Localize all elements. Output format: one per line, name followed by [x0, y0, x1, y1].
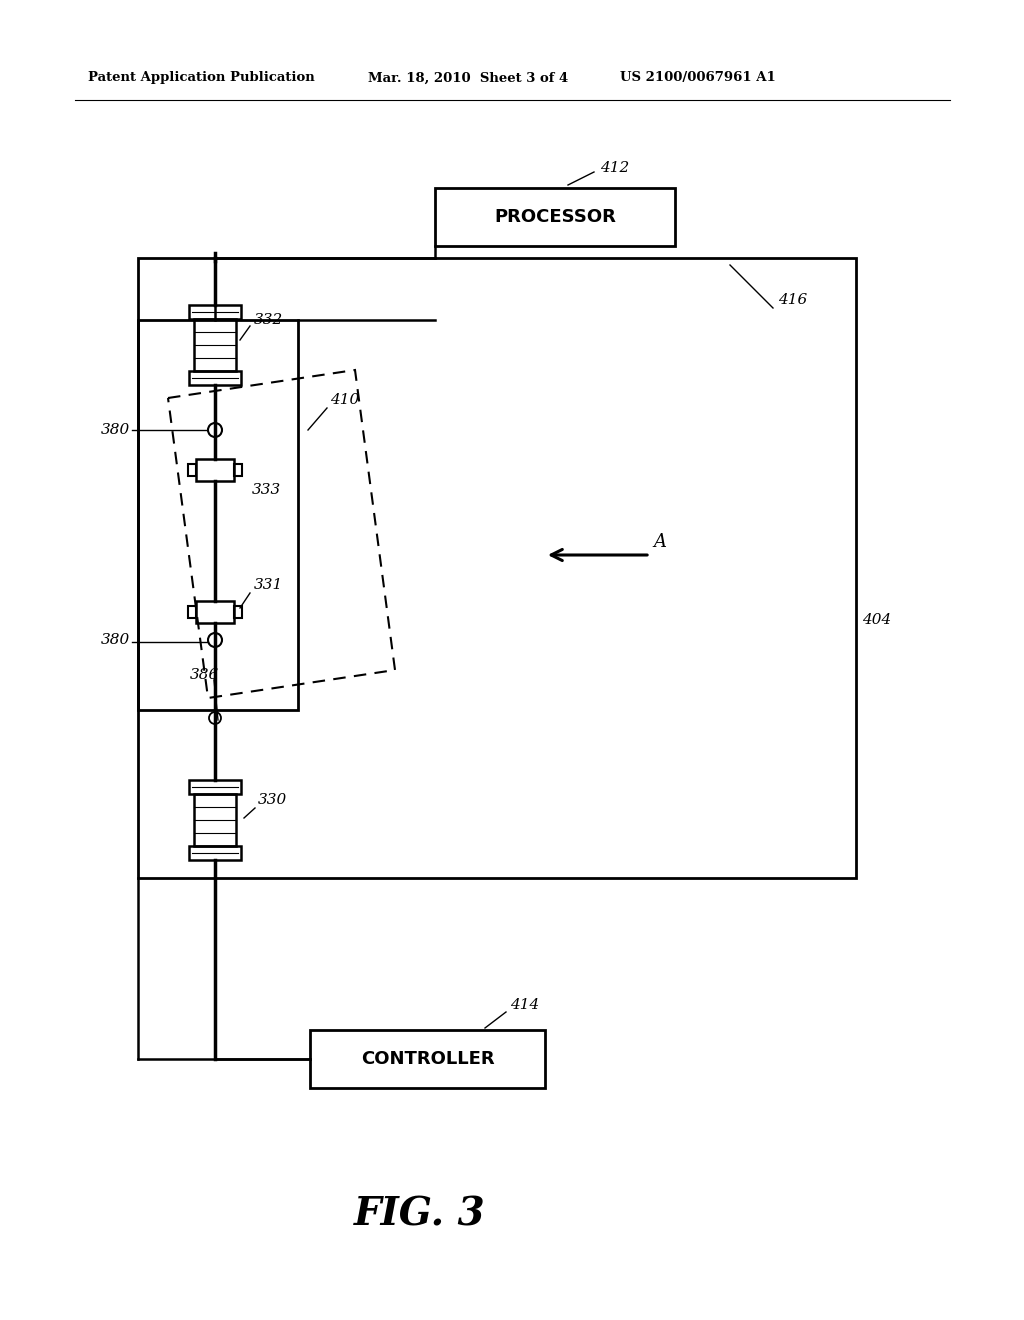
Bar — [189, 371, 241, 385]
Bar — [196, 601, 234, 623]
Bar — [189, 305, 241, 319]
Bar — [435, 187, 675, 246]
Text: A: A — [653, 533, 666, 550]
Bar — [138, 257, 856, 878]
Text: 410: 410 — [330, 393, 359, 407]
Bar — [189, 780, 241, 795]
Text: PROCESSOR: PROCESSOR — [494, 209, 616, 226]
Bar — [188, 606, 196, 618]
Text: 414: 414 — [510, 998, 540, 1012]
Text: Mar. 18, 2010  Sheet 3 of 4: Mar. 18, 2010 Sheet 3 of 4 — [368, 71, 568, 84]
Text: 332: 332 — [254, 313, 284, 327]
Bar — [194, 795, 236, 846]
Text: 404: 404 — [862, 612, 891, 627]
Text: 386: 386 — [190, 668, 219, 682]
Bar — [234, 606, 242, 618]
Text: CONTROLLER: CONTROLLER — [360, 1049, 495, 1068]
Text: 333: 333 — [252, 483, 282, 498]
Text: US 2100/0067961 A1: US 2100/0067961 A1 — [620, 71, 776, 84]
Text: 412: 412 — [600, 161, 630, 176]
Text: 416: 416 — [778, 293, 807, 308]
Text: 380: 380 — [100, 634, 130, 647]
Bar — [138, 319, 298, 710]
Bar — [194, 319, 236, 371]
Text: Patent Application Publication: Patent Application Publication — [88, 71, 314, 84]
Text: 330: 330 — [258, 793, 288, 807]
Text: 331: 331 — [254, 578, 284, 591]
Bar — [310, 1030, 545, 1088]
Bar — [188, 465, 196, 477]
Text: 380: 380 — [100, 422, 130, 437]
Bar — [189, 846, 241, 861]
Bar — [234, 465, 242, 477]
Bar — [196, 459, 234, 480]
Text: FIG. 3: FIG. 3 — [354, 1196, 485, 1234]
